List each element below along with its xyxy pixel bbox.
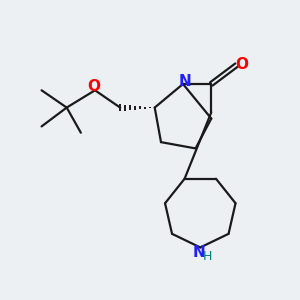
Text: H: H bbox=[202, 250, 212, 263]
Text: O: O bbox=[235, 57, 248, 72]
Text: N: N bbox=[192, 245, 205, 260]
Text: N: N bbox=[178, 74, 191, 89]
Text: O: O bbox=[87, 79, 100, 94]
